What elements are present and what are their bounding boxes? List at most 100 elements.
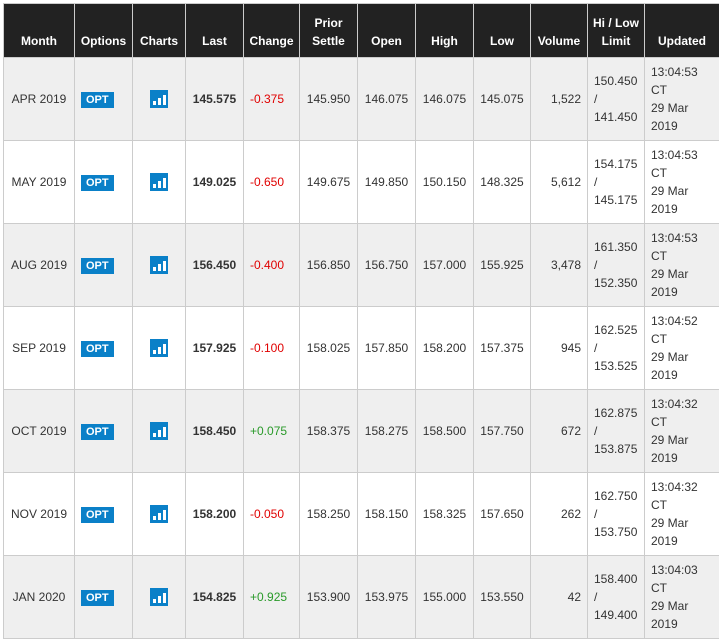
last-cell: 145.575: [186, 58, 244, 141]
updated-year: 2019: [651, 117, 713, 135]
change-cell: -0.100: [244, 307, 300, 390]
low-cell: 157.375: [474, 307, 531, 390]
month-cell: OCT 2019: [4, 390, 75, 473]
hi-limit: 154.175: [594, 155, 638, 173]
volume-cell: 1,522: [531, 58, 588, 141]
updated-date: 29 Mar: [651, 597, 713, 615]
updated-timezone: CT: [651, 496, 713, 514]
options-button[interactable]: OPT: [81, 424, 114, 440]
change-cell: -0.375: [244, 58, 300, 141]
limit-cell: 162.875/153.875: [588, 390, 645, 473]
low-limit: 153.750: [594, 523, 638, 541]
limit-cell: 162.525/153.525: [588, 307, 645, 390]
chart-icon[interactable]: [150, 588, 168, 606]
updated-timezone: CT: [651, 164, 713, 182]
limit-cell: 150.450/141.450: [588, 58, 645, 141]
column-header: High: [416, 4, 474, 58]
options-button[interactable]: OPT: [81, 507, 114, 523]
low-limit: 141.450: [594, 108, 638, 126]
high-cell: 146.075: [416, 58, 474, 141]
last-cell: 154.825: [186, 556, 244, 639]
chart-icon[interactable]: [150, 173, 168, 191]
low-cell: 145.075: [474, 58, 531, 141]
limit-cell: 154.175/145.175: [588, 141, 645, 224]
column-header: Updated: [645, 4, 719, 58]
change-cell: +0.075: [244, 390, 300, 473]
chart-icon[interactable]: [150, 90, 168, 108]
volume-cell: 42: [531, 556, 588, 639]
table-row: APR 2019 OPT 145.575 -0.375 145.950 146.…: [4, 58, 719, 141]
change-cell: -0.400: [244, 224, 300, 307]
prior-settle-cell: 158.025: [300, 307, 358, 390]
updated-timezone: CT: [651, 413, 713, 431]
hi-limit: 162.525: [594, 321, 638, 339]
options-button[interactable]: OPT: [81, 92, 114, 108]
column-header: Month: [4, 4, 75, 58]
updated-date: 29 Mar: [651, 265, 713, 283]
month-cell: MAY 2019: [4, 141, 75, 224]
chart-icon[interactable]: [150, 505, 168, 523]
open-cell: 158.275: [358, 390, 416, 473]
updated-timezone: CT: [651, 330, 713, 348]
change-cell: -0.650: [244, 141, 300, 224]
chart-icon[interactable]: [150, 339, 168, 357]
column-header: Charts: [133, 4, 186, 58]
volume-cell: 672: [531, 390, 588, 473]
hi-limit: 162.875: [594, 404, 638, 422]
low-limit: 149.400: [594, 606, 638, 624]
open-cell: 153.975: [358, 556, 416, 639]
low-cell: 148.325: [474, 141, 531, 224]
hi-limit: 150.450: [594, 72, 638, 90]
column-header: Volume: [531, 4, 588, 58]
high-cell: 155.000: [416, 556, 474, 639]
last-cell: 156.450: [186, 224, 244, 307]
last-cell: 158.450: [186, 390, 244, 473]
options-button[interactable]: OPT: [81, 590, 114, 606]
volume-cell: 945: [531, 307, 588, 390]
prior-settle-cell: 145.950: [300, 58, 358, 141]
limit-separator: /: [594, 173, 638, 191]
low-limit: 145.175: [594, 191, 638, 209]
low-cell: 153.550: [474, 556, 531, 639]
updated-date: 29 Mar: [651, 182, 713, 200]
month-cell: SEP 2019: [4, 307, 75, 390]
updated-time: 13:04:53: [651, 146, 713, 164]
table-row: AUG 2019 OPT 156.450 -0.400 156.850 156.…: [4, 224, 719, 307]
options-button[interactable]: OPT: [81, 258, 114, 274]
low-cell: 157.650: [474, 473, 531, 556]
updated-time: 13:04:53: [651, 229, 713, 247]
limit-cell: 162.750/153.750: [588, 473, 645, 556]
hi-limit: 161.350: [594, 238, 638, 256]
change-cell: +0.925: [244, 556, 300, 639]
updated-date: 29 Mar: [651, 514, 713, 532]
column-header: Prior Settle: [300, 4, 358, 58]
limit-cell: 158.400/149.400: [588, 556, 645, 639]
options-button[interactable]: OPT: [81, 341, 114, 357]
open-cell: 157.850: [358, 307, 416, 390]
last-cell: 158.200: [186, 473, 244, 556]
updated-year: 2019: [651, 449, 713, 467]
updated-date: 29 Mar: [651, 99, 713, 117]
open-cell: 149.850: [358, 141, 416, 224]
updated-year: 2019: [651, 532, 713, 550]
chart-icon[interactable]: [150, 256, 168, 274]
chart-icon[interactable]: [150, 422, 168, 440]
updated-time: 13:04:32: [651, 478, 713, 496]
low-cell: 155.925: [474, 224, 531, 307]
updated-year: 2019: [651, 200, 713, 218]
options-button[interactable]: OPT: [81, 175, 114, 191]
prior-settle-cell: 158.375: [300, 390, 358, 473]
hi-limit: 158.400: [594, 570, 638, 588]
low-cell: 157.750: [474, 390, 531, 473]
updated-year: 2019: [651, 283, 713, 301]
high-cell: 158.500: [416, 390, 474, 473]
limit-separator: /: [594, 588, 638, 606]
column-header: Change: [244, 4, 300, 58]
